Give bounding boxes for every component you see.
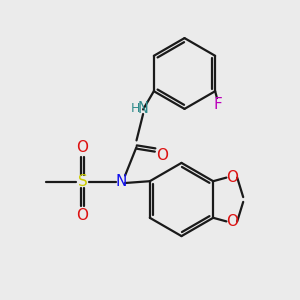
- Text: F: F: [213, 97, 222, 112]
- Text: H: H: [130, 102, 140, 116]
- Text: N: N: [138, 101, 148, 116]
- Text: N: N: [116, 174, 127, 189]
- Text: O: O: [226, 214, 238, 229]
- Text: O: O: [76, 140, 88, 155]
- Text: S: S: [78, 174, 87, 189]
- Text: O: O: [76, 208, 88, 223]
- Text: O: O: [157, 148, 169, 164]
- Text: O: O: [226, 170, 238, 185]
